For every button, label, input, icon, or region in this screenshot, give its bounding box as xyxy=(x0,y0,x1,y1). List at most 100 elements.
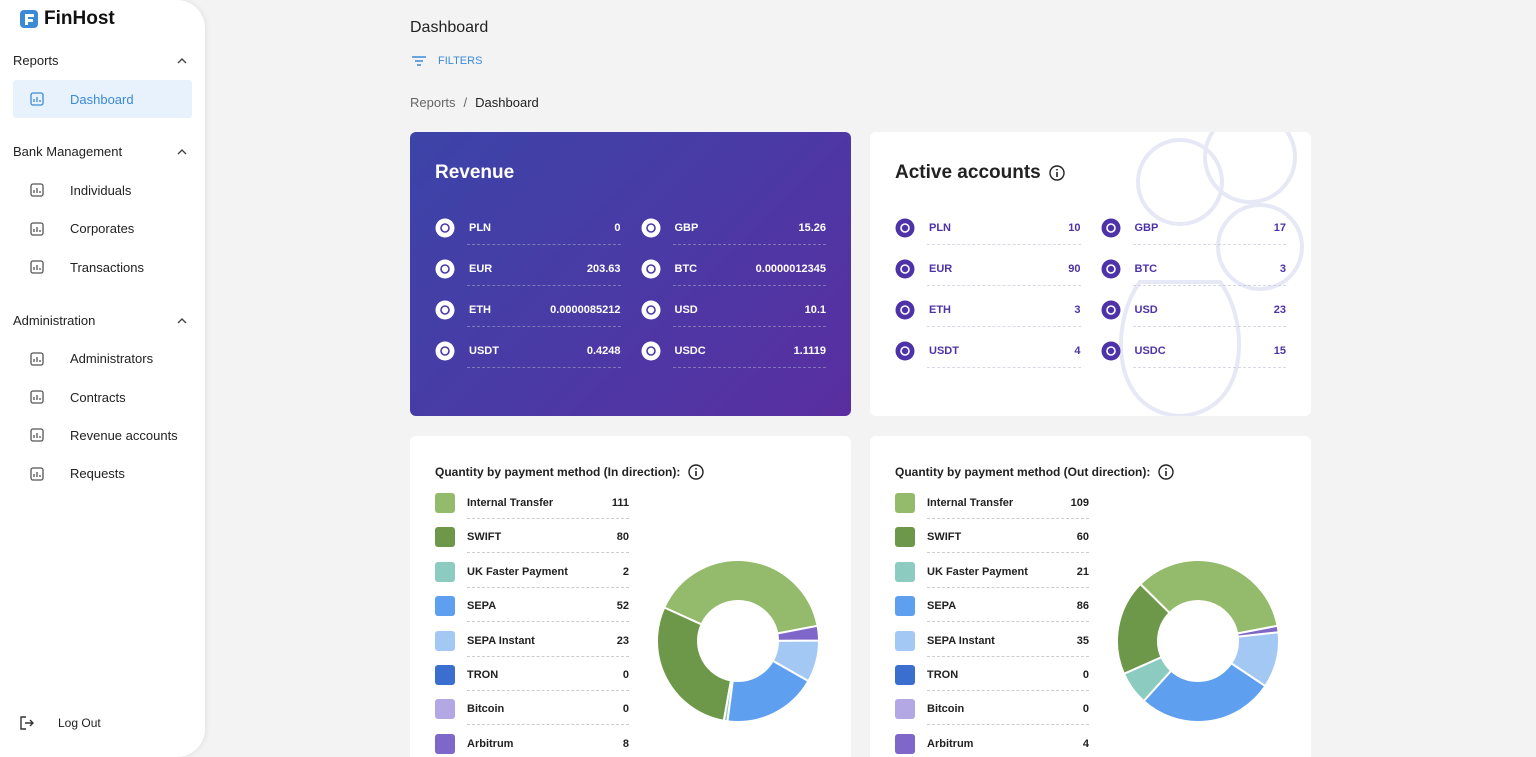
nav-item[interactable]: Transactions xyxy=(13,248,192,286)
currency-code: USDT xyxy=(469,345,499,357)
filters-button[interactable]: FILTERS xyxy=(412,55,482,67)
currency-amount: 0.4248 xyxy=(586,345,621,357)
currency-code: GBP xyxy=(674,222,699,234)
legend-value: 0 xyxy=(622,669,629,681)
icon-shape xyxy=(1105,346,1116,356)
currency-code: USD xyxy=(674,304,698,316)
icon xyxy=(30,467,44,481)
legend-label: SEPA xyxy=(927,600,957,613)
currency-amount: 0 xyxy=(614,222,621,234)
legend-swatch xyxy=(895,699,915,720)
chevron[interactable] xyxy=(176,55,188,67)
section-title[interactable]: Bank Management xyxy=(13,144,123,160)
legend-label: Arbitrum xyxy=(467,737,514,750)
icon xyxy=(30,92,44,106)
legend-item: UK Faster Payment 2 xyxy=(435,561,629,588)
legend-swatch xyxy=(895,665,915,685)
icon-shape xyxy=(440,223,450,233)
sidebar: FinHost Reports Dashboard Bank Management I… xyxy=(0,0,205,757)
legend-value: 0 xyxy=(1082,703,1089,716)
legend-item: Internal Transfer 111 xyxy=(435,493,629,519)
info-icon[interactable] xyxy=(688,464,705,480)
nav-item[interactable]: Revenue accounts xyxy=(13,416,192,454)
icon-shape xyxy=(900,305,910,315)
filters-label: FILTERS xyxy=(438,55,483,67)
breadcrumb-item[interactable]: Reports xyxy=(410,95,456,110)
legend-label: Bitcoin xyxy=(467,703,505,716)
decoration xyxy=(1118,132,1304,416)
chevron[interactable] xyxy=(176,315,188,327)
currency-row: USDT 4 xyxy=(895,340,1081,368)
card-title-row: Quantity by payment method (Out directio… xyxy=(895,464,1175,480)
legend-swatch xyxy=(895,733,915,754)
legend-label: Internal Transfer xyxy=(927,497,1014,509)
icon-shape xyxy=(33,433,41,439)
currency-row: USDT 0.4248 xyxy=(435,340,621,368)
currency-row: PLN 10 xyxy=(895,217,1081,245)
logout[interactable]: Log Out xyxy=(20,716,101,730)
icon-shape xyxy=(440,264,450,274)
currency-row: BTC 3 xyxy=(1101,258,1286,286)
legend-value: 86 xyxy=(1076,600,1089,613)
nav-item[interactable]: Requests xyxy=(13,455,192,493)
legend-value: 60 xyxy=(1076,531,1089,544)
legend-swatch xyxy=(435,493,455,513)
icon-shape xyxy=(30,390,44,404)
chevron[interactable] xyxy=(176,146,188,158)
donut-segment xyxy=(662,559,819,635)
currency-code: BTC xyxy=(674,263,698,275)
legend-swatch xyxy=(435,630,455,651)
icon xyxy=(30,260,44,274)
currency-icon xyxy=(895,259,915,279)
currency-icon xyxy=(641,259,660,279)
accounts-grid: PLN 10 GBP 17 EUR 90 BTC 3 ETH 3 USD 23 USDT 4 USDC 15 xyxy=(895,217,1286,368)
currency-icon xyxy=(1101,259,1120,279)
icon-shape xyxy=(900,264,910,274)
info-icon[interactable] xyxy=(1049,165,1065,181)
currency-amount: 10.1 xyxy=(804,304,826,316)
legend-label: TRON xyxy=(927,669,959,681)
breadcrumb-separator: / xyxy=(463,95,468,110)
currency-row: USD 23 xyxy=(1101,299,1286,327)
nav-item[interactable]: Administrators xyxy=(13,340,192,378)
nav-item[interactable]: Contracts xyxy=(13,378,192,416)
icon-shape xyxy=(33,188,41,194)
nav-item[interactable]: Individuals xyxy=(13,171,192,209)
section-title[interactable]: Reports xyxy=(13,53,59,68)
legend-value: 80 xyxy=(616,531,629,544)
chevron-shape xyxy=(177,149,187,155)
currency-icon xyxy=(641,300,660,320)
icon-shape xyxy=(645,223,656,233)
legend-swatch xyxy=(435,527,455,548)
icon-shape xyxy=(688,464,705,480)
nav-label: Transactions xyxy=(70,259,144,275)
legend-item: UK Faster Payment 21 xyxy=(895,561,1089,588)
legend-item: SEPA Instant 35 xyxy=(895,630,1089,657)
legend-value: 2 xyxy=(622,565,629,578)
currency-row: USDC 1.1119 xyxy=(641,340,826,368)
logout-label: Log Out xyxy=(58,716,101,730)
legend-label: Internal Transfer xyxy=(467,497,554,509)
currency-code: USDT xyxy=(929,345,959,357)
icon-shape xyxy=(33,471,41,477)
legend-item: Internal Transfer 109 xyxy=(895,493,1089,519)
currency-code: USD xyxy=(1134,304,1158,316)
currency-row: PLN 0 xyxy=(435,217,621,245)
nav-item[interactable]: Dashboard xyxy=(13,80,192,118)
legend-item: TRON 0 xyxy=(895,665,1089,691)
legend-swatch xyxy=(895,561,915,582)
nav-item[interactable]: Corporates xyxy=(13,210,192,248)
page-title: Dashboard xyxy=(410,19,489,36)
icon-shape xyxy=(440,346,450,356)
icon-shape xyxy=(1105,264,1116,274)
section-title[interactable]: Administration xyxy=(13,312,96,328)
icon-shape xyxy=(900,223,910,233)
currency-icon xyxy=(435,300,455,320)
legend-swatch xyxy=(435,733,455,754)
currency-code: USDC xyxy=(674,345,706,357)
card-title-row: Active accounts xyxy=(895,162,1065,184)
currency-code: PLN xyxy=(469,222,491,234)
info-icon[interactable] xyxy=(1158,464,1175,480)
legend-value: 21 xyxy=(1076,565,1089,578)
